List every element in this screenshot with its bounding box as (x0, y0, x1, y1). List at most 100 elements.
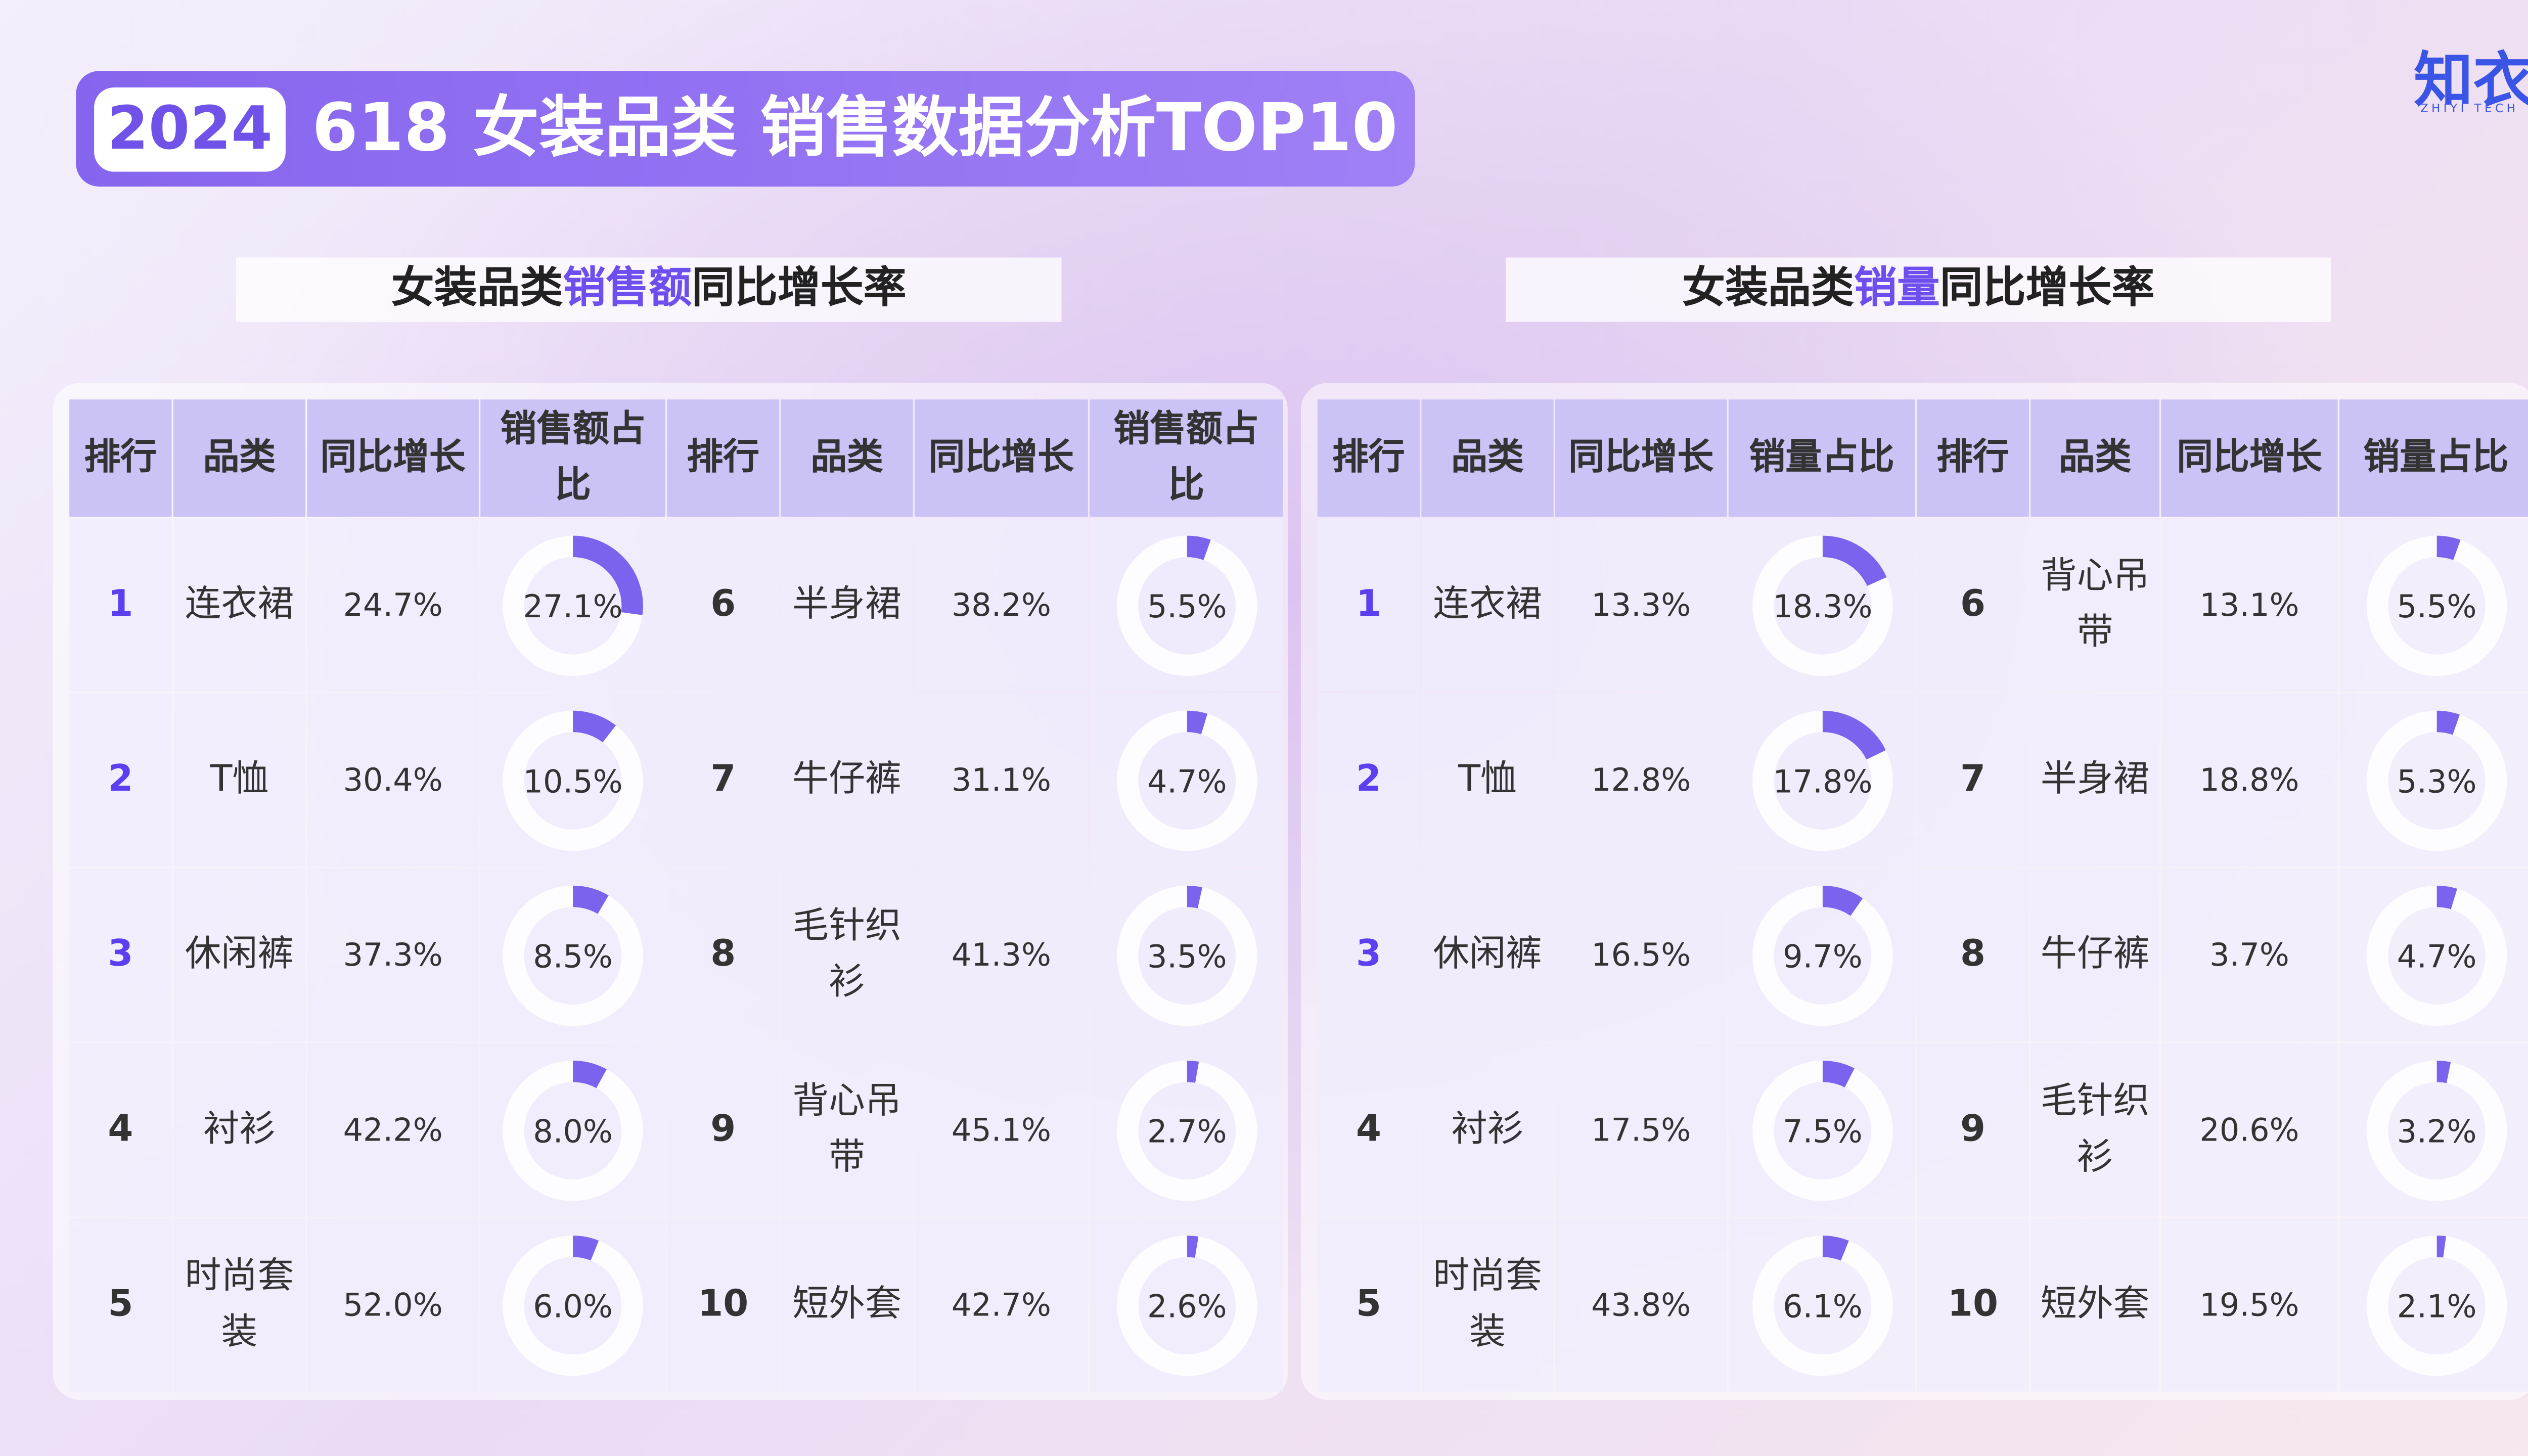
category: 牛仔裤 (781, 693, 913, 867)
rank: 2 (69, 693, 172, 867)
share-cell: 2.6% (1090, 1218, 1283, 1392)
share-cell: 27.1% (480, 518, 665, 692)
donut: 9.7% (1751, 885, 1892, 1025)
donut-arc (572, 1235, 599, 1260)
share-cell: 6.1% (1728, 1218, 1915, 1392)
subtitle-part: 女装品类 (391, 264, 563, 314)
category: 毛针织衫 (781, 868, 913, 1042)
rank: 4 (69, 1043, 172, 1217)
category: 半身裙 (781, 518, 913, 692)
subtitle-part: 女装品类 (1682, 264, 1854, 314)
column-header: 品类 (781, 399, 913, 517)
column-header: 品类 (2030, 399, 2160, 517)
donut-arc (2435, 534, 2460, 560)
title: 618 女装品类 销售数据分析TOP10 (312, 90, 1398, 167)
rank: 7 (667, 693, 780, 867)
share-cell: 3.2% (2339, 1043, 2528, 1217)
growth: 38.2% (914, 518, 1088, 692)
column-header: 品类 (1421, 399, 1554, 517)
category: 毛针织衫 (2030, 1043, 2160, 1217)
share-label: 4.7% (2396, 937, 2476, 974)
column-header: 排行 (69, 399, 172, 517)
growth: 17.5% (1555, 1043, 1727, 1217)
share-cell: 18.3% (1728, 518, 1915, 692)
category: T恤 (1421, 693, 1554, 867)
share-label: 17.8% (1772, 762, 1872, 799)
category: T恤 (173, 693, 306, 867)
growth: 3.7% (2161, 868, 2338, 1042)
share-label: 8.0% (533, 1112, 613, 1149)
category: 连衣裙 (173, 518, 306, 692)
column-header: 同比增长 (914, 399, 1088, 517)
column-header: 销量占比 (2339, 399, 2528, 517)
donut-arc (1186, 710, 1207, 734)
subtitle: 女装品类销售额同比增长率 (236, 257, 1062, 322)
rank: 2 (1317, 693, 1420, 867)
table: 排行 品类 同比增长 销量占比 排行 品类 同比增长 销量占比 1 连衣裙 13.3% 18.3% 6 背… (1317, 399, 2528, 1392)
share-cell: 2.7% (1090, 1043, 1283, 1217)
donut: 3.5% (1116, 885, 1256, 1025)
donut-arc (1821, 710, 1885, 759)
rank: 1 (1317, 518, 1420, 692)
rank: 9 (1917, 1043, 2029, 1217)
column-header: 销售额占比 (1090, 399, 1283, 517)
donut: 3.2% (2366, 1060, 2506, 1200)
growth: 45.1% (914, 1043, 1088, 1217)
rank: 10 (1917, 1218, 2029, 1392)
growth: 20.6% (2161, 1043, 2338, 1217)
column-header: 排行 (667, 399, 780, 517)
rank: 8 (667, 868, 780, 1042)
category: 短外套 (781, 1218, 913, 1392)
donut: 6.1% (1751, 1235, 1892, 1375)
donut-arc (572, 885, 609, 914)
growth: 12.8% (1555, 693, 1727, 867)
rank: 3 (69, 868, 172, 1042)
column-header: 销售额占比 (480, 399, 665, 517)
donut: 8.0% (503, 1060, 643, 1200)
share-label: 8.5% (533, 937, 613, 974)
logo: 知衣 (2413, 48, 2528, 116)
donut-arc (1186, 534, 1210, 560)
share-label: 7.5% (1782, 1112, 1862, 1149)
column-header: 同比增长 (2161, 399, 2338, 517)
growth: 30.4% (307, 693, 479, 867)
donut-track (2366, 710, 2506, 850)
share-cell: 3.5% (1090, 868, 1283, 1042)
donut: 5.5% (1116, 534, 1256, 675)
category: 衬衫 (1421, 1043, 1554, 1217)
subtitle-part: 销量 (1854, 264, 1940, 314)
share-label: 18.3% (1772, 587, 1872, 624)
category: 短外套 (2030, 1218, 2160, 1392)
share-cell: 5.5% (1090, 518, 1283, 692)
subtitle-part: 同比增长率 (692, 264, 907, 314)
column-header: 同比增长 (307, 399, 479, 517)
share-label: 2.6% (1146, 1287, 1226, 1324)
subtitle-part: 销售额 (563, 264, 692, 314)
category: 半身裙 (2030, 693, 2160, 867)
growth: 13.3% (1555, 518, 1727, 692)
share-cell: 5.5% (2339, 518, 2528, 692)
share-cell: 4.7% (2339, 868, 2528, 1042)
donut: 10.5% (503, 710, 643, 850)
column-header: 销量占比 (1728, 399, 1915, 517)
donut: 4.7% (1116, 710, 1256, 850)
rank: 6 (1917, 518, 2029, 692)
share-label: 27.1% (523, 587, 623, 624)
share-cell: 4.7% (1090, 693, 1283, 867)
growth: 52.0% (307, 1218, 479, 1392)
donut-arc (1821, 1060, 1854, 1087)
share-label: 3.2% (2396, 1112, 2476, 1149)
category: 时尚套装 (1421, 1218, 1554, 1392)
rank: 1 (69, 518, 172, 692)
share-label: 6.0% (533, 1287, 613, 1324)
share-cell: 8.5% (480, 868, 665, 1042)
column-header: 品类 (173, 399, 306, 517)
column-header: 排行 (1317, 399, 1420, 517)
subtitle-part: 同比增长率 (1939, 264, 2155, 314)
donut: 2.1% (2366, 1235, 2506, 1375)
donut: 5.3% (2366, 710, 2506, 850)
growth: 41.3% (914, 868, 1088, 1042)
share-cell: 7.5% (1728, 1043, 1915, 1217)
donut: 2.7% (1116, 1060, 1256, 1200)
